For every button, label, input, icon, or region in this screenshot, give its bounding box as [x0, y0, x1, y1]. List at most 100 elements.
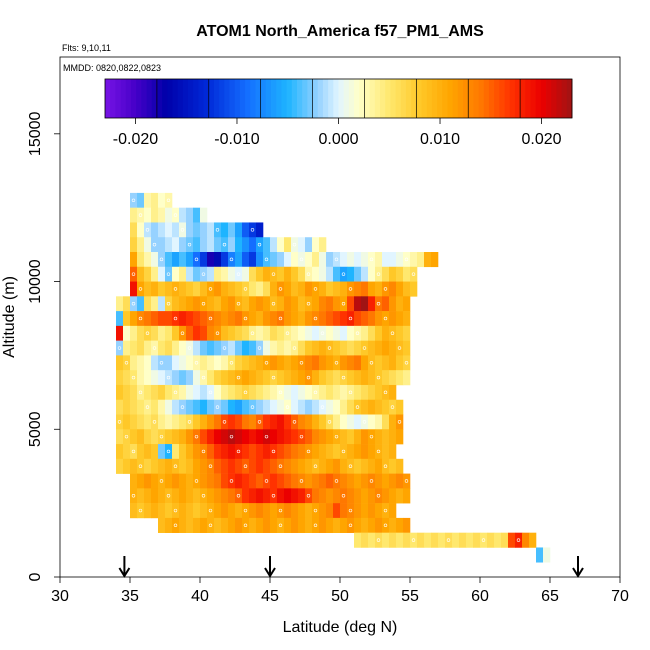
data-point	[173, 213, 178, 217]
data-point	[341, 302, 346, 306]
heat-cell	[263, 458, 271, 474]
heat-cell	[207, 296, 215, 312]
heat-cell	[389, 488, 397, 504]
data-point	[334, 257, 339, 262]
heat-cell	[137, 444, 145, 460]
data-point	[376, 272, 381, 276]
heat-cell	[417, 252, 425, 268]
x-tick-label: 35	[121, 588, 139, 605]
heat-cell	[158, 370, 166, 386]
heat-cell	[207, 488, 215, 504]
data-point	[159, 361, 164, 365]
data-point	[362, 420, 367, 424]
heat-cell	[214, 399, 222, 415]
data-point	[201, 272, 206, 276]
data-point	[348, 390, 353, 395]
colorbar-swatch	[468, 79, 474, 118]
heat-cell	[263, 370, 271, 386]
heat-cell	[207, 237, 215, 253]
data-point	[236, 449, 241, 454]
colorbar-swatch	[520, 79, 526, 118]
colorbar-swatch	[540, 79, 547, 118]
heat-cell	[515, 532, 523, 548]
heat-cell	[214, 458, 222, 474]
colorbar-swatch	[343, 79, 350, 118]
heat-cell	[235, 237, 243, 253]
x-tick-label: 40	[191, 588, 209, 605]
data-point	[278, 316, 283, 321]
heat-cell	[186, 503, 194, 519]
data-point	[348, 316, 353, 321]
data-point	[369, 479, 374, 483]
heat-cell	[193, 237, 201, 253]
heat-cell	[389, 355, 397, 371]
heat-cell	[298, 503, 306, 519]
heat-cell	[361, 384, 369, 401]
heat-cell	[256, 414, 264, 430]
heat-cell	[291, 355, 299, 371]
data-point	[404, 361, 409, 365]
heat-cell	[214, 296, 222, 312]
x-tick-label: 50	[331, 588, 349, 605]
heat-cell	[242, 517, 250, 533]
x-tick-label: 60	[471, 588, 489, 605]
heat-cell	[361, 503, 369, 519]
heat-cell	[445, 532, 453, 548]
heat-cell	[137, 458, 145, 474]
heat-cell	[214, 237, 222, 253]
heat-cell	[340, 370, 348, 386]
heat-cell	[158, 311, 166, 327]
heat-cell	[389, 296, 397, 312]
heat-cell	[221, 370, 229, 386]
heat-cell	[137, 340, 145, 356]
data-point	[166, 375, 171, 380]
heat-cell	[228, 473, 236, 489]
heat-cell	[431, 532, 439, 548]
data-point	[243, 316, 248, 321]
heat-cell	[333, 414, 341, 430]
heat-cell	[179, 414, 187, 430]
heat-cell	[207, 429, 215, 445]
data-point	[278, 523, 283, 527]
data-point	[397, 420, 402, 424]
data-point	[313, 316, 318, 321]
heat-cell	[256, 266, 264, 282]
heat-cell	[333, 355, 341, 371]
heat-cell	[179, 340, 187, 356]
heat-cell	[361, 281, 369, 297]
heat-cell	[172, 296, 180, 312]
heat-cell	[298, 325, 306, 341]
heat-cell	[172, 325, 180, 341]
data-point	[117, 346, 122, 350]
heat-cell	[200, 399, 208, 415]
heat-cell	[291, 370, 299, 386]
heat-cell	[130, 325, 138, 341]
heat-cell	[277, 252, 285, 268]
data-point	[355, 405, 360, 409]
heat-cell	[172, 488, 180, 504]
heat-cell	[277, 399, 285, 415]
heat-cell	[151, 207, 159, 223]
heat-cell	[186, 311, 194, 327]
heat-cell	[354, 532, 362, 548]
heat-cell	[221, 325, 229, 341]
heat-cell	[256, 517, 264, 533]
heat-cell	[270, 281, 278, 297]
heat-cell	[193, 325, 201, 341]
heat-cell	[200, 296, 208, 312]
heat-cell	[200, 222, 208, 238]
data-point	[285, 331, 290, 335]
heat-cell	[312, 355, 320, 371]
heat-cell	[270, 311, 278, 327]
heat-cell	[249, 458, 257, 474]
colorbar-swatch	[286, 79, 293, 118]
heat-cell	[375, 296, 383, 312]
colorbar-swatch	[561, 79, 568, 118]
heat-cell	[284, 444, 292, 460]
heat-cell	[305, 296, 313, 312]
heat-cell	[263, 503, 271, 519]
heat-cell	[221, 340, 229, 356]
heat-cell	[298, 473, 306, 489]
heat-cell	[298, 488, 306, 504]
